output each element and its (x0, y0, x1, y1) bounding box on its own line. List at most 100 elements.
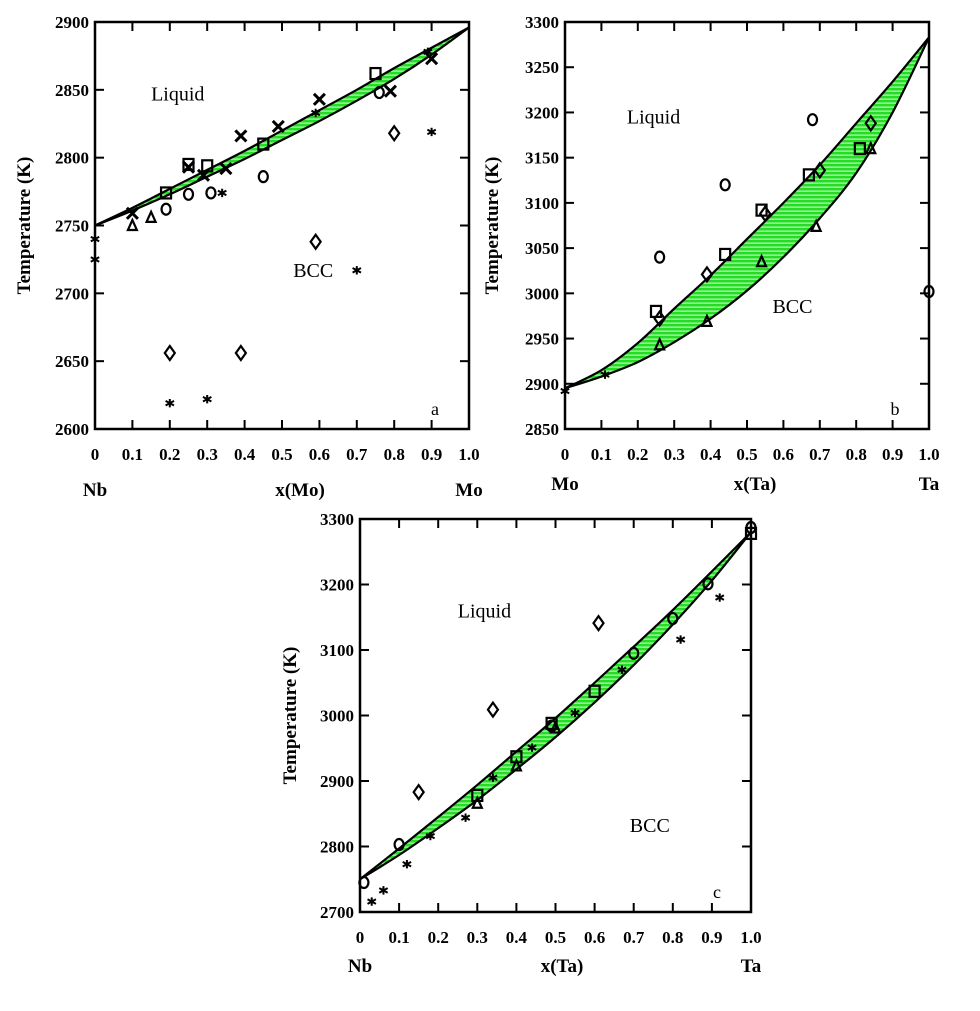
data-point-x (219, 161, 233, 176)
data-point-circle (719, 178, 731, 192)
x-tick-label: 0.1 (388, 928, 409, 947)
x-tick-label: 0.1 (122, 445, 143, 464)
x-tick-label: 0.9 (882, 445, 903, 464)
x-tick-label: 0.6 (309, 445, 330, 464)
two-phase-band (360, 532, 751, 880)
data-point-x (383, 84, 398, 98)
panel-b: 0 0.1 0.2 0.3 0.4 0.5 0.6 0.7 0.8 0.9 1.0 2850 2900 2… (482, 13, 940, 495)
data-point-diamond (309, 232, 323, 251)
data-point-star (352, 266, 362, 275)
data-point-diamond (864, 114, 878, 133)
x-tick-label: 0.4 (506, 928, 528, 947)
x-tick-label: 0.5 (271, 445, 292, 464)
x-tick-label: 0.8 (384, 445, 405, 464)
data-point-star (715, 593, 725, 602)
x-tick-label: 0.1 (591, 445, 612, 464)
x-tick-label: 1.0 (458, 445, 479, 464)
data-point-square (257, 137, 270, 151)
data-point-triangle (700, 313, 714, 327)
data-point-diamond (813, 161, 827, 180)
x-tick-label: 0.2 (627, 445, 648, 464)
y-axis-title: Temperature (K) (280, 647, 301, 785)
region-label-bcc: BCC (293, 260, 333, 282)
left-element-label: Mo (551, 474, 578, 495)
y-tick-label: 2800 (320, 838, 354, 857)
y-tick-label: 3300 (525, 13, 559, 32)
y-tick-label: 3150 (525, 149, 559, 168)
data-point-star (570, 708, 580, 718)
panel-letter: a (431, 399, 439, 419)
liquidus-line (94, 26, 470, 227)
data-point-circle (667, 611, 679, 626)
data-point-diamond (163, 344, 177, 362)
y-tick-label: 3300 (320, 510, 354, 529)
data-point-star (675, 635, 686, 644)
panel-letter: b (891, 399, 900, 419)
panel-a: 0 0.1 0.2 0.3 0.4 0.5 0.6 0.7 0.8 0.9 1.0 2600 2650 2… (14, 13, 483, 501)
x-tick-label: 0 (561, 445, 570, 464)
liquidus-line (564, 36, 930, 390)
right-element-label: Mo (455, 480, 482, 501)
data-point-star (217, 188, 227, 198)
x-axis-title: x(Mo) (275, 480, 325, 501)
x-tick-label: 0.6 (773, 445, 794, 464)
data-point-star (600, 370, 610, 379)
data-point-star (423, 47, 433, 57)
y-tick-label: 2800 (55, 149, 89, 168)
x-tick-label: 0.8 (662, 928, 683, 947)
liquidus-line (359, 531, 752, 881)
data-point-square (159, 186, 173, 200)
x-tick-label: 0 (91, 445, 100, 464)
data-point-triangle (864, 140, 877, 155)
data-point-star (90, 255, 100, 264)
x-axis-title: x(Ta) (541, 956, 584, 977)
region-label-bcc: BCC (772, 296, 812, 318)
x-tick-label: 0.7 (809, 445, 831, 464)
data-point-circle (257, 170, 269, 184)
x-tick-label: 0.5 (545, 928, 566, 947)
data-point-triangle (126, 217, 139, 232)
data-point-diamond (387, 124, 401, 143)
data-point-square (201, 159, 214, 173)
x-tick-label: 0.8 (846, 445, 867, 464)
solidus-line (94, 26, 470, 227)
data-point-star (488, 773, 498, 782)
panel-c: 0 0.1 0.2 0.3 0.4 0.5 0.6 0.7 0.8 0.9 1.0 2700 2800 2… (280, 510, 762, 977)
x-tick-label: 0.2 (159, 445, 180, 464)
x-tick-label: 0.7 (623, 928, 645, 947)
plot-frame (358, 517, 753, 914)
data-point-star (426, 127, 437, 137)
y-tick-label: 2750 (55, 217, 89, 236)
region-label-bcc: BCC (630, 815, 670, 837)
solidus-line (564, 36, 930, 390)
x-tick-label: 0.6 (584, 928, 605, 947)
data-point-star (460, 813, 471, 822)
data-point-circle (628, 646, 640, 660)
x-tick-label: 0.3 (467, 928, 488, 947)
data-point-star (617, 665, 627, 674)
data-point-square (802, 168, 815, 182)
x-tick-label: 0.7 (346, 445, 368, 464)
data-point-diamond (234, 344, 248, 362)
y-tick-label: 3000 (320, 707, 354, 726)
y-tick-label: 2950 (525, 330, 559, 349)
y-tick-label: 2700 (55, 284, 89, 303)
data-point-triangle (510, 757, 523, 772)
data-point-circle (358, 875, 370, 890)
data-point-x (125, 206, 139, 220)
data-point-star (202, 394, 212, 404)
data-point-triangle (549, 719, 562, 734)
x-tick-label: 0.3 (664, 445, 685, 464)
region-label-liquid: Liquid (458, 600, 511, 622)
data-point-star (367, 897, 377, 906)
data-point-square (744, 526, 758, 541)
y-tick-label: 2850 (525, 420, 559, 439)
data-point-diamond (700, 265, 714, 284)
data-point-star (425, 831, 436, 841)
data-point-x (312, 92, 326, 106)
y-tick-label: 3200 (525, 103, 559, 122)
x-tick-label: 0.3 (197, 445, 218, 464)
data-point-square (719, 247, 732, 262)
data-point-diamond (592, 614, 605, 633)
